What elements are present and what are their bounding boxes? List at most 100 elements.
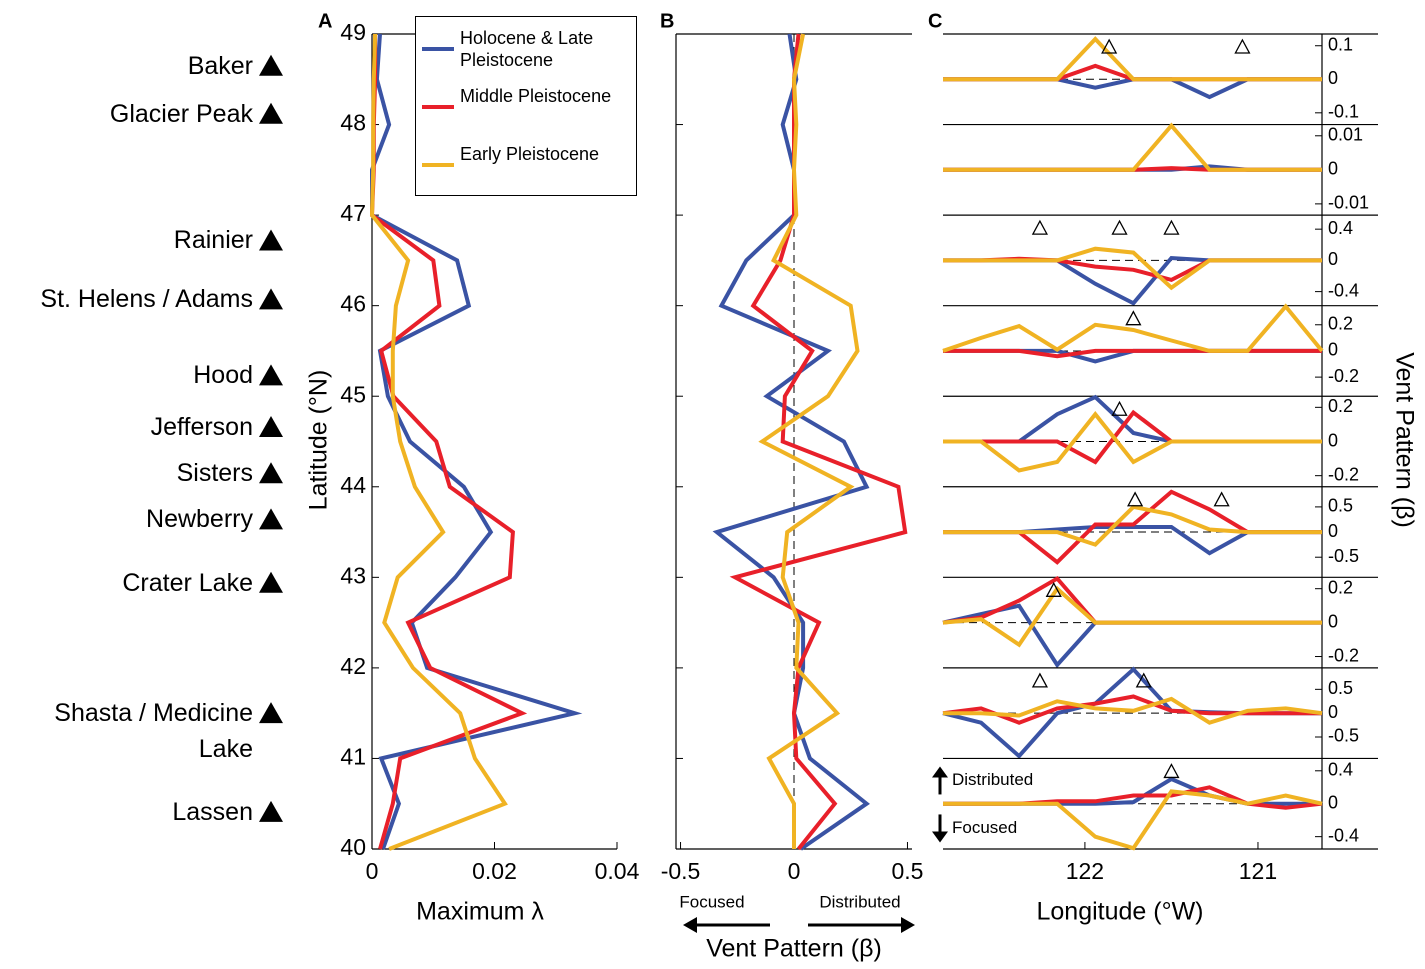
vent-marker bbox=[1234, 38, 1251, 54]
volcano-label: Crater Lake bbox=[122, 568, 253, 597]
y-tick-label: 0 bbox=[1328, 611, 1338, 631]
legend: Holocene & Late Pleistocene Middle Pleist… bbox=[415, 16, 637, 196]
arrow-head bbox=[932, 831, 948, 843]
x-tick-label: 0 bbox=[788, 858, 801, 884]
y-tick-label: -0.2 bbox=[1328, 464, 1359, 484]
y-tick-label: 0.5 bbox=[1328, 496, 1353, 516]
y-tick-label: 40 bbox=[340, 834, 366, 860]
series-line bbox=[942, 603, 1322, 669]
volcano-marker bbox=[259, 571, 283, 593]
legend-swatch bbox=[422, 163, 454, 167]
volcano-marker bbox=[259, 54, 283, 76]
volcano-label: Jefferson bbox=[150, 413, 253, 441]
volcano-marker bbox=[259, 416, 283, 438]
series-line bbox=[712, 33, 870, 851]
series-line bbox=[943, 122, 1322, 172]
x-axis-label: Maximum λ bbox=[416, 898, 544, 926]
y-tick-label: 0.2 bbox=[1328, 314, 1353, 334]
series-line bbox=[943, 789, 1323, 851]
series-line bbox=[943, 36, 1322, 82]
y-tick-label: 46 bbox=[340, 291, 366, 317]
y-tick-label: 49 bbox=[340, 19, 366, 45]
x-axis-label: Vent Pattern (β) bbox=[706, 935, 882, 963]
vent-marker bbox=[1163, 763, 1180, 779]
volcano-marker bbox=[259, 800, 283, 822]
vent-marker bbox=[1031, 219, 1048, 235]
panel-letter: C bbox=[928, 10, 942, 32]
vent-marker bbox=[1111, 400, 1128, 416]
series-line bbox=[943, 394, 1322, 444]
volcano-marker bbox=[259, 364, 283, 386]
y-tick-label: 0 bbox=[1328, 521, 1338, 541]
x-tick-label: 121 bbox=[1239, 858, 1277, 884]
x-tick-label: 0.04 bbox=[595, 858, 640, 884]
x-tick-label: 122 bbox=[1066, 858, 1104, 884]
vent-marker bbox=[1101, 38, 1118, 54]
vent-marker bbox=[1135, 672, 1152, 688]
series-line bbox=[942, 303, 1324, 353]
vent-marker bbox=[1213, 491, 1230, 507]
y-tick-label: -0.01 bbox=[1328, 193, 1369, 213]
arrow-head bbox=[901, 917, 915, 933]
y-tick-label: 0.2 bbox=[1328, 577, 1353, 597]
legend-swatch bbox=[422, 105, 454, 109]
x-tick-label: 0.02 bbox=[472, 858, 517, 884]
volcano-label: Hood bbox=[193, 361, 253, 390]
y-tick-label: 0.1 bbox=[1328, 34, 1353, 54]
y-axis-label: Latitude (°N) bbox=[305, 370, 333, 511]
volcano-label: Sisters bbox=[176, 459, 253, 488]
volcano-label: Glacier Peak bbox=[109, 99, 253, 128]
panel-letter: B bbox=[660, 10, 674, 32]
volcano-label: Lassen bbox=[172, 797, 253, 826]
panel-letter: A bbox=[318, 10, 332, 32]
volcano-label: Shasta / Medicine Lake bbox=[54, 699, 253, 764]
series-line bbox=[943, 696, 1323, 725]
volcano-label: St. Helens / Adams bbox=[40, 285, 253, 314]
series-line bbox=[758, 33, 860, 849]
y-tick-label: 0 bbox=[1328, 702, 1338, 722]
x-tick-label: 0 bbox=[366, 858, 379, 884]
vent-marker bbox=[1045, 581, 1062, 597]
y-tick-label: -0.5 bbox=[1328, 546, 1359, 566]
y-tick-label: -0.4 bbox=[1328, 280, 1359, 300]
y-tick-label: 43 bbox=[340, 562, 366, 588]
series-line bbox=[943, 410, 1322, 473]
arrow-head bbox=[683, 917, 697, 933]
y-tick-label: -0.4 bbox=[1328, 825, 1359, 845]
arrow-label: Distributed bbox=[952, 770, 1033, 789]
legend-label: Middle Pleistocene bbox=[460, 86, 612, 106]
arrow-label: Focused bbox=[679, 892, 744, 911]
legend-label: Holocene & Late Pleistocene bbox=[460, 28, 594, 70]
y-tick-label: 0 bbox=[1328, 340, 1338, 360]
arrow-head bbox=[932, 766, 948, 778]
volcano-label: Rainier bbox=[173, 226, 253, 255]
y-tick-label: 0.4 bbox=[1328, 760, 1353, 780]
y-tick-label: 42 bbox=[340, 653, 366, 679]
series-line bbox=[942, 694, 1322, 725]
y-tick-label: 44 bbox=[340, 472, 366, 498]
y-tick-label: 0 bbox=[1328, 249, 1338, 269]
y-tick-label: 48 bbox=[340, 110, 366, 136]
series-line bbox=[943, 348, 1322, 359]
series-line bbox=[943, 255, 1322, 306]
series-line bbox=[943, 77, 1322, 100]
y-tick-label: 0.5 bbox=[1328, 678, 1353, 698]
volcano-marker bbox=[259, 288, 283, 310]
y-tick-label: 47 bbox=[340, 200, 366, 226]
series-line bbox=[369, 33, 508, 851]
vent-marker bbox=[1111, 219, 1128, 235]
vent-marker bbox=[1031, 672, 1048, 688]
legend-label: Early Pleistocene bbox=[460, 144, 600, 164]
y-tick-label: 0.4 bbox=[1328, 218, 1353, 238]
arrow-label: Focused bbox=[952, 818, 1017, 837]
series-line bbox=[943, 504, 1322, 547]
vent-marker bbox=[1125, 310, 1142, 326]
x-axis-label: Longitude (°W) bbox=[1036, 898, 1203, 926]
y-tick-label: -0.1 bbox=[1328, 102, 1359, 122]
vent-marker bbox=[1163, 219, 1180, 235]
vent-marker bbox=[1127, 491, 1144, 507]
volcano-marker bbox=[259, 508, 283, 530]
y-tick-label: 45 bbox=[340, 381, 366, 407]
y-tick-label: 0.2 bbox=[1328, 396, 1353, 416]
